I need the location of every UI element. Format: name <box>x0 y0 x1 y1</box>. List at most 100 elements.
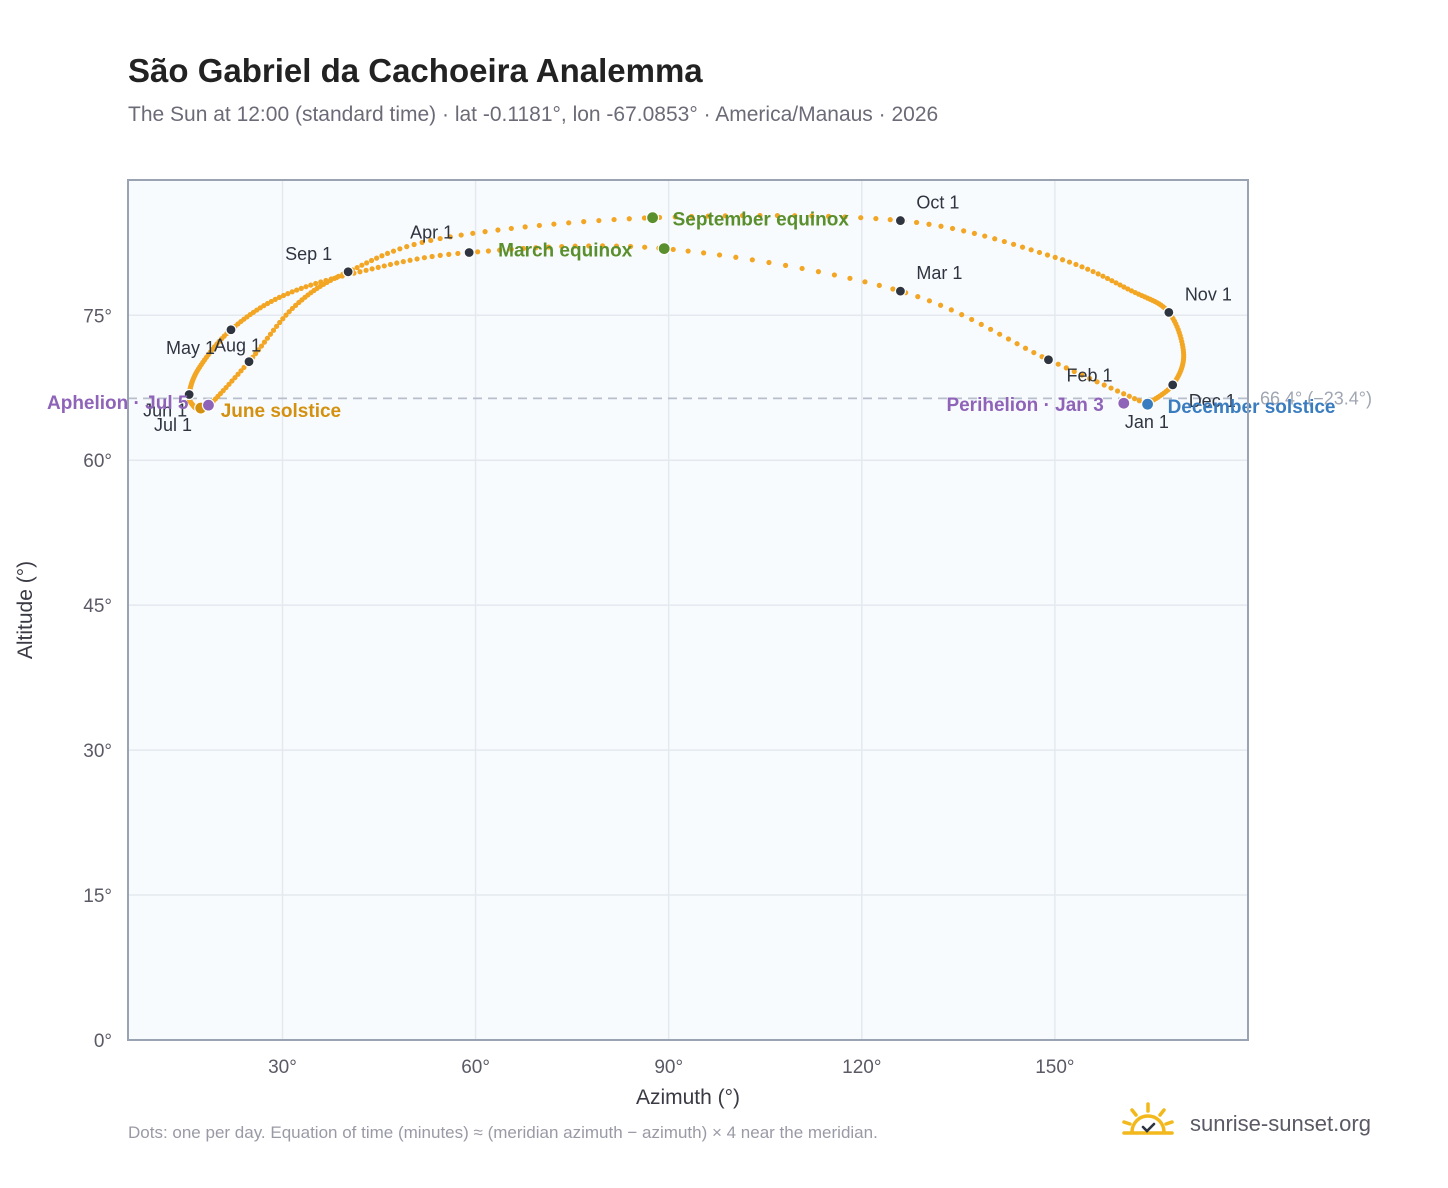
analemma-dot <box>1028 247 1034 253</box>
analemma-dot <box>394 260 400 266</box>
analemma-dot <box>1085 266 1091 272</box>
month-marker-label: Feb 1 <box>1066 366 1112 386</box>
analemma-dot <box>283 312 289 318</box>
analemma-dot <box>1019 244 1026 250</box>
analemma-dot <box>1100 273 1106 279</box>
analemma-dot <box>363 267 369 273</box>
analemma-dot <box>611 216 617 223</box>
analemma-dot <box>294 287 300 293</box>
analemma-dot <box>497 247 503 253</box>
analemma-dot <box>1052 254 1058 261</box>
analemma-dot <box>298 285 304 291</box>
analemma-dot <box>982 233 988 239</box>
analemma-dot <box>270 327 277 333</box>
analemma-dot <box>809 213 815 219</box>
analemma-dot <box>826 213 832 220</box>
analemma-dot <box>508 225 514 232</box>
analemma-dot <box>421 255 428 261</box>
analemma-dot <box>368 257 375 264</box>
analemma-dot <box>766 259 772 266</box>
analemma-dot <box>258 343 265 349</box>
month-marker-label: Dec 1 <box>1189 391 1236 411</box>
analemma-dot <box>280 316 286 322</box>
y-tick-label: 15° <box>83 886 112 907</box>
analemma-dot <box>495 227 501 233</box>
analemma-dot <box>268 298 274 305</box>
y-tick-label: 75° <box>83 306 112 327</box>
event-marker <box>1140 397 1155 411</box>
analemma-dot <box>831 272 837 278</box>
analemma-dot <box>842 214 848 220</box>
analemma-dot <box>858 215 864 221</box>
event-marker <box>657 242 671 256</box>
month-marker <box>1167 379 1179 391</box>
reference-line-label: 66.4° (−23.4°) <box>1260 388 1372 408</box>
month-marker <box>183 388 195 401</box>
month-marker-label: Oct 1 <box>916 193 959 213</box>
analemma-dot <box>508 246 514 252</box>
event-label: December solstice <box>1168 397 1336 418</box>
analemma-dot <box>1104 275 1111 282</box>
analemma-dot <box>446 251 452 257</box>
month-marker-label: Jun 1 <box>143 401 187 421</box>
analemma-dot <box>1121 391 1127 397</box>
analemma-dot <box>335 273 342 279</box>
analemma-dot <box>1094 379 1100 385</box>
analemma-dot <box>1126 393 1132 399</box>
y-tick-label: 30° <box>83 741 112 762</box>
analemma-dot <box>1022 345 1029 351</box>
analemma-dot <box>1073 261 1079 268</box>
analemma-dot <box>969 316 975 323</box>
brand-logo[interactable]: sunrise-sunset.org <box>1120 1100 1390 1150</box>
analemma-dot <box>235 371 241 377</box>
analemma-dot <box>1114 388 1121 394</box>
analemma-dot <box>482 229 488 235</box>
analemma-dot <box>642 244 648 250</box>
analemma-dot <box>429 253 435 260</box>
analemma-dot <box>238 368 244 374</box>
analemma-dot <box>685 248 691 254</box>
analemma-dot <box>749 257 755 263</box>
analemma-dot <box>774 212 780 219</box>
event-label: Aphelion · Jul 5 <box>47 393 189 414</box>
analemma-dot <box>876 282 882 288</box>
analemma-dot <box>1109 278 1115 284</box>
analemma-dot <box>890 286 896 292</box>
analemma-dot <box>1131 396 1138 402</box>
analemma-dot <box>581 219 587 225</box>
analemma-dot <box>470 230 476 236</box>
analemma-dot <box>400 259 406 265</box>
analemma-dot <box>1055 361 1061 367</box>
analemma-dot <box>799 265 805 272</box>
analemma-dot <box>280 292 287 299</box>
analemma-dot <box>862 279 868 285</box>
analemma-dot <box>757 212 763 219</box>
analemma-dot <box>937 302 944 308</box>
analemma-dot <box>404 244 410 250</box>
analemma-dot <box>782 262 789 268</box>
analemma-dot <box>716 252 723 258</box>
month-marker-label: Sep 1 <box>285 244 332 264</box>
x-tick-label: 120° <box>842 1057 881 1078</box>
month-marker <box>894 285 907 297</box>
analemma-dot <box>397 246 403 252</box>
analemma-dot <box>354 264 360 271</box>
event-label: March equinox <box>498 241 633 262</box>
analemma-dot <box>1014 341 1020 347</box>
analemma-dot <box>357 269 363 275</box>
analemma-dot <box>272 296 278 302</box>
analemma-dot <box>536 222 542 229</box>
analemma-dot <box>520 245 526 252</box>
analemma-dot <box>1036 249 1043 256</box>
analemma-dot <box>1005 336 1012 342</box>
analemma-dot <box>455 250 461 257</box>
month-marker-label: Aug 1 <box>214 336 261 356</box>
analemma-dot <box>1001 238 1007 245</box>
analemma-dot <box>485 248 492 254</box>
analemma-dot <box>626 216 632 222</box>
analemma-dot <box>522 224 528 230</box>
analemma-dot <box>414 256 420 262</box>
event-marker <box>1117 396 1131 410</box>
x-tick-label: 30° <box>268 1057 297 1078</box>
